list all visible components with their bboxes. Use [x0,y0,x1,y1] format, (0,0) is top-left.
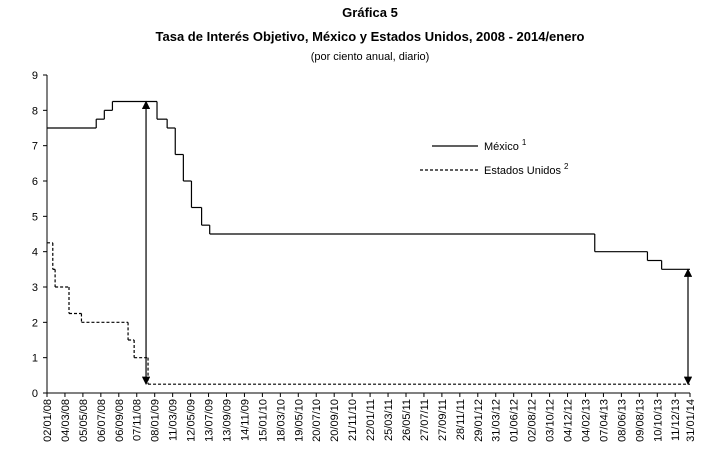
x-tick-label: 14/11/09 [239,399,251,441]
x-tick-label: 04/12/12 [563,399,575,442]
x-tick-label: 20/09/10 [329,399,341,442]
x-tick-label: 03/10/12 [545,399,557,442]
x-tick-label: 26/05/11 [401,399,413,441]
x-tick-label: 25/03/11 [383,399,395,441]
x-tick-label: 12/05/09 [186,399,198,442]
x-tick-label: 22/01/11 [365,399,377,441]
x-tick-label: 13/07/09 [204,399,216,442]
y-tick-label: 1 [32,353,38,365]
y-tick-label: 6 [32,176,38,188]
x-tick-label: 21/11/10 [347,399,359,441]
x-tick-label: 08/06/13 [616,399,628,442]
chart-title: Gráfica 5 [342,5,398,20]
x-tick-label: 27/09/11 [437,399,449,441]
legend-label: Estados Unidos 2 [484,162,569,177]
legend-sup: 2 [564,162,569,171]
x-tick-label: 07/04/13 [598,399,610,442]
legend-sup: 1 [522,138,527,147]
x-tick-label: 09/08/13 [634,399,646,442]
x-tick-label: 11/12/13 [670,399,682,441]
y-tick-label: 4 [32,247,38,259]
x-tick-label: 13/09/09 [221,399,233,442]
y-tick-label: 3 [32,282,38,294]
x-tick-label: 06/09/08 [114,399,126,442]
x-tick-label: 31/01/14 [685,399,697,442]
legend-name: México [484,141,519,153]
chart-subtitle: Tasa de Interés Objetivo, México y Estad… [156,29,585,44]
x-tick-label: 08/01/09 [150,399,162,442]
x-tick-label: 04/02/13 [580,399,592,442]
legend-name: Estados Unidos [484,165,562,177]
y-tick-label: 5 [32,211,38,223]
x-tick-label: 27/07/11 [419,399,431,441]
chart-note: (por ciento anual, diario) [311,51,430,63]
x-tick-label: 05/05/08 [78,399,90,442]
x-tick-label: 06/07/08 [96,399,108,442]
x-tick-label: 11/03/09 [168,399,180,441]
x-tick-label: 19/05/10 [293,399,305,442]
y-tick-label: 7 [32,141,38,153]
x-tick-label: 15/01/10 [257,399,269,442]
x-tick-label: 18/03/10 [275,399,287,442]
x-tick-label: 02/08/12 [527,399,539,442]
x-tick-label: 02/01/08 [42,399,54,442]
x-tick-label: 10/10/13 [652,399,664,442]
x-tick-label: 04/03/08 [60,399,72,442]
x-tick-label: 28/11/11 [455,399,467,440]
y-tick-label: 0 [32,388,38,400]
y-tick-label: 8 [32,105,38,117]
x-tick-label: 20/07/10 [311,399,323,442]
y-tick-label: 2 [32,317,38,329]
x-tick-label: 01/06/12 [509,399,521,442]
x-tick-label: 29/01/12 [473,399,485,442]
x-tick-label: 07/11/08 [132,399,144,441]
legend-label: México 1 [484,138,527,153]
x-tick-label: 31/03/12 [491,399,503,442]
y-tick-label: 9 [32,70,38,82]
